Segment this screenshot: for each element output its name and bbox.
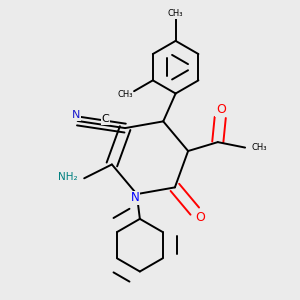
Text: CH₃: CH₃ <box>168 9 183 18</box>
Text: O: O <box>216 103 226 116</box>
Text: CH₃: CH₃ <box>251 143 267 152</box>
Text: N: N <box>131 191 140 204</box>
Text: N: N <box>72 110 81 120</box>
Text: CH₃: CH₃ <box>117 90 133 99</box>
Text: O: O <box>195 211 205 224</box>
Text: NH₂: NH₂ <box>58 172 77 182</box>
Text: C: C <box>101 114 109 124</box>
